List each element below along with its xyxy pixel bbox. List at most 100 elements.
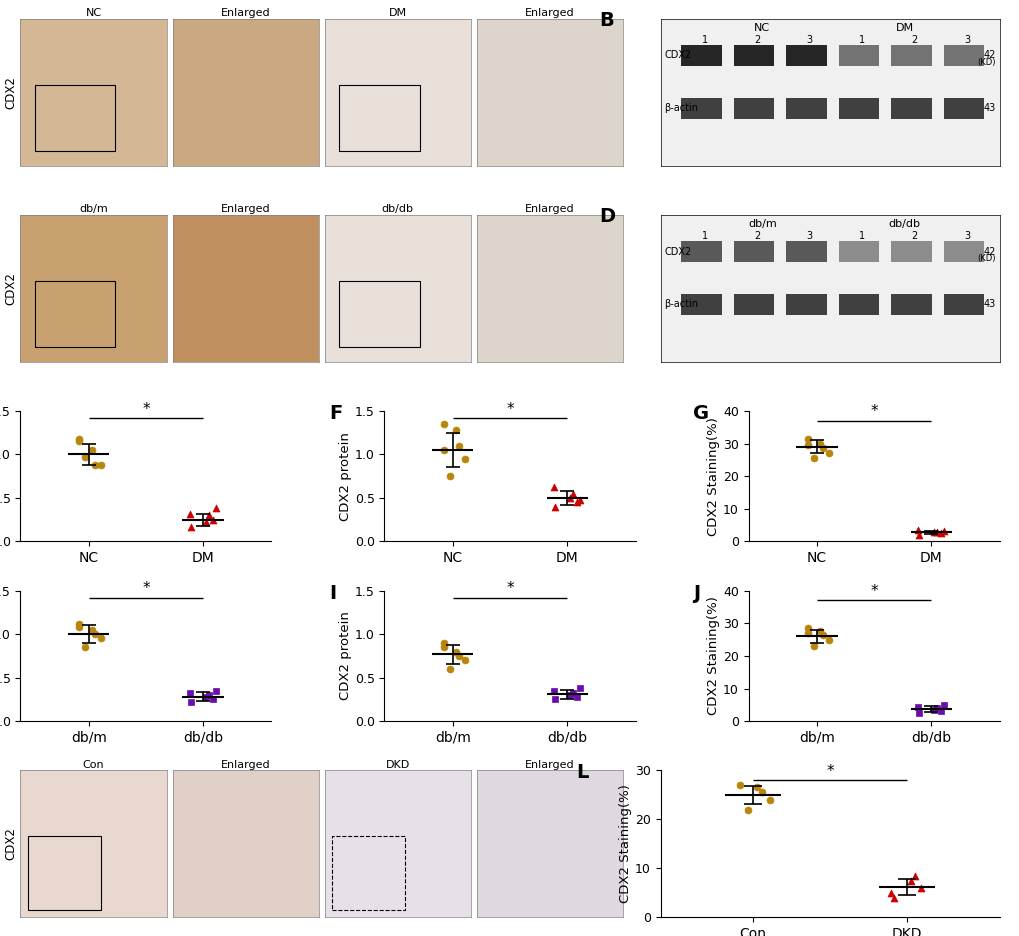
Point [886, 890, 902, 905]
Point [569, 689, 585, 704]
Point [906, 869, 922, 884]
Point [447, 422, 464, 437]
Point [546, 692, 562, 707]
Text: 2: 2 [911, 231, 917, 241]
Point [71, 431, 88, 446]
Point [182, 695, 199, 709]
Point [181, 686, 198, 701]
Point [799, 625, 815, 640]
Point [450, 649, 467, 664]
Point [182, 519, 199, 534]
Text: NC: NC [753, 23, 769, 33]
Point [201, 688, 217, 703]
Text: J: J [693, 584, 700, 603]
Point [181, 506, 198, 521]
Title: Enlarged: Enlarged [220, 7, 270, 18]
Text: 2: 2 [911, 35, 917, 45]
Point [925, 525, 942, 540]
Bar [339, 281, 419, 347]
Title: Enlarged: Enlarged [525, 7, 574, 18]
Point [565, 686, 581, 701]
Point [912, 881, 928, 896]
Y-axis label: CDX2: CDX2 [5, 827, 17, 860]
Point [447, 644, 464, 659]
Point [198, 689, 214, 704]
FancyBboxPatch shape [681, 241, 721, 262]
Point [87, 458, 103, 473]
FancyBboxPatch shape [786, 45, 826, 66]
Point [820, 632, 837, 647]
Point [435, 636, 451, 651]
Point [748, 780, 764, 795]
Point [561, 688, 578, 703]
Bar [35, 281, 115, 347]
Text: CDX2: CDX2 [663, 51, 691, 61]
Text: db/m: db/m [747, 219, 775, 229]
FancyBboxPatch shape [943, 241, 983, 262]
Point [909, 699, 925, 714]
FancyBboxPatch shape [943, 294, 983, 314]
Point [77, 449, 94, 464]
Text: D: D [599, 208, 615, 227]
Title: Enlarged: Enlarged [220, 204, 270, 214]
FancyBboxPatch shape [891, 294, 931, 314]
Y-axis label: CDX2 protein: CDX2 protein [338, 431, 352, 520]
Point [208, 683, 224, 698]
Text: (KD): (KD) [977, 58, 996, 67]
Point [805, 638, 821, 653]
Point [881, 885, 898, 900]
Bar [339, 85, 419, 151]
FancyBboxPatch shape [838, 98, 878, 119]
Point [198, 515, 214, 530]
Point [927, 701, 944, 716]
Point [441, 469, 458, 484]
Text: 2: 2 [753, 35, 759, 45]
Point [441, 662, 458, 677]
Point [799, 431, 815, 446]
Title: Enlarged: Enlarged [525, 760, 574, 769]
FancyBboxPatch shape [681, 294, 721, 314]
Point [87, 627, 103, 642]
Point [820, 446, 837, 461]
Text: 1: 1 [701, 35, 707, 45]
Point [934, 523, 951, 538]
Title: DM: DM [388, 7, 407, 18]
Text: 42: 42 [983, 246, 996, 256]
Point [450, 438, 467, 453]
FancyBboxPatch shape [786, 241, 826, 262]
Text: *: * [505, 402, 514, 417]
Point [811, 624, 827, 639]
Text: 1: 1 [858, 231, 864, 241]
Text: F: F [329, 404, 342, 423]
Point [208, 501, 224, 516]
Point [93, 631, 109, 646]
Point [740, 802, 756, 817]
Y-axis label: CDX2: CDX2 [5, 271, 17, 305]
Text: 1: 1 [701, 231, 707, 241]
Title: db/db: db/db [381, 204, 414, 214]
Text: B: B [599, 11, 613, 30]
Point [545, 480, 561, 495]
FancyBboxPatch shape [838, 294, 878, 314]
Point [569, 495, 585, 510]
FancyBboxPatch shape [891, 98, 931, 119]
Y-axis label: CDX2 Staining(%): CDX2 Staining(%) [706, 596, 719, 715]
Point [934, 697, 951, 712]
FancyBboxPatch shape [786, 98, 826, 119]
FancyBboxPatch shape [733, 241, 773, 262]
Text: *: * [142, 581, 150, 596]
Text: 43: 43 [983, 300, 996, 310]
Point [545, 683, 561, 698]
Point [572, 492, 588, 507]
Point [93, 458, 109, 473]
Point [201, 508, 217, 523]
Text: L: L [576, 763, 588, 782]
Point [910, 706, 926, 721]
Point [77, 639, 94, 654]
Text: 2: 2 [753, 231, 759, 241]
Point [910, 528, 926, 543]
FancyBboxPatch shape [838, 241, 878, 262]
Point [71, 616, 88, 631]
Title: Enlarged: Enlarged [220, 760, 270, 769]
FancyBboxPatch shape [733, 294, 773, 314]
